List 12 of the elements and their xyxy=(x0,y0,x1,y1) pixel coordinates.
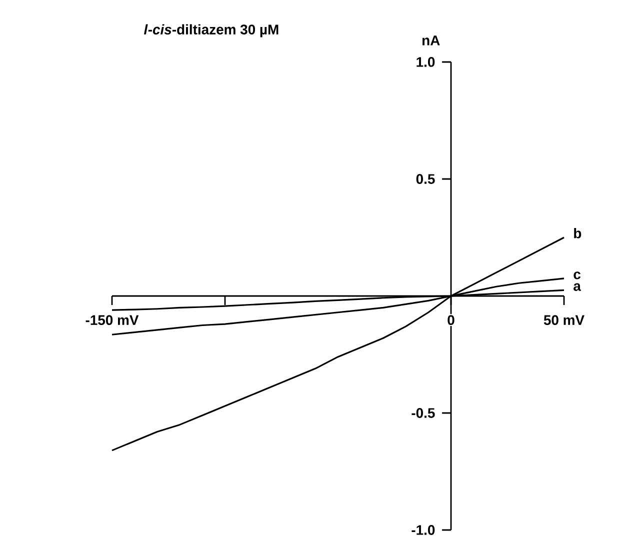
x-tick-label: 50 mV xyxy=(544,315,584,326)
series-label: a xyxy=(574,283,582,291)
series-label: b xyxy=(574,228,582,238)
y-tick-label: -1.0 xyxy=(412,525,435,535)
y-tick-label: 0.5 xyxy=(416,174,435,184)
y-tick-label: 1.0 xyxy=(416,57,435,67)
x-tick-label: 0 xyxy=(448,315,454,326)
chart-title: l-cis-diltiazem 30 µM xyxy=(144,24,278,38)
series-label: c xyxy=(574,272,581,280)
x-tick-label: -150 mV xyxy=(86,315,139,326)
y-axis-title: nA xyxy=(422,36,440,46)
y-tick-label: -0.5 xyxy=(412,408,435,418)
